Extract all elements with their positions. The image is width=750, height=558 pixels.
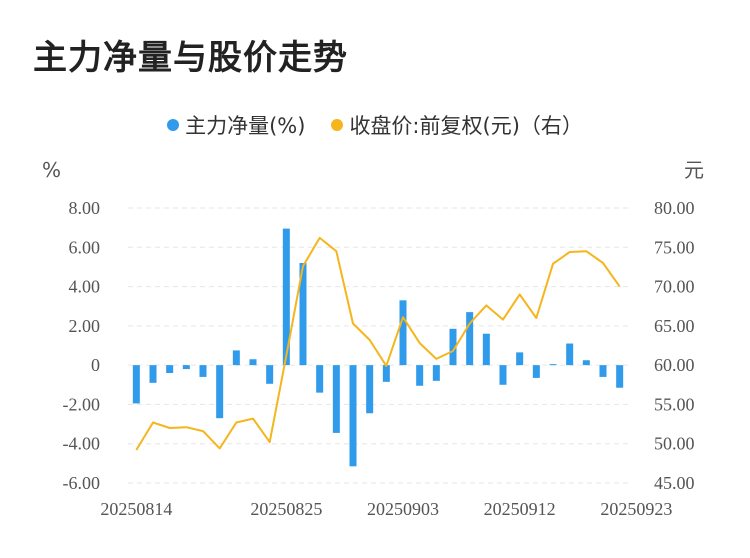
legend-item-close-price[interactable]: 收盘价:前复权(元)（右） <box>331 110 583 140</box>
net-volume-bar <box>216 365 224 419</box>
net-volume-bar <box>149 365 157 383</box>
line-series-marker-icon <box>331 119 344 131</box>
net-volume-bar <box>166 365 174 373</box>
right-tick-label: 45.00 <box>654 473 695 493</box>
left-tick-label: 6.00 <box>69 237 101 257</box>
net-volume-bar <box>532 365 540 378</box>
net-volume-bar <box>199 365 207 377</box>
net-volume-bar <box>132 365 140 404</box>
right-tick-label: 75.00 <box>654 237 695 257</box>
net-volume-bar <box>616 365 624 388</box>
net-volume-bar <box>399 300 407 366</box>
x-tick-label: 20250923 <box>600 499 672 519</box>
net-volume-bar <box>599 365 607 377</box>
right-axis-unit: 元 <box>684 158 704 182</box>
left-tick-label: 0 <box>91 355 100 375</box>
right-tick-label: 80.00 <box>654 198 695 218</box>
left-axis-unit: % <box>42 158 61 182</box>
x-tick-label: 20250912 <box>484 499 556 519</box>
net-volume-bar <box>416 365 424 386</box>
bar-series-marker-icon <box>167 119 180 131</box>
net-volume-bar <box>282 228 290 366</box>
net-volume-bar <box>466 312 474 366</box>
net-volume-bar <box>382 365 390 382</box>
legend: 主力净量(%) 收盘价:前复权(元)（右） <box>0 110 750 140</box>
net-volume-bar <box>182 365 190 370</box>
left-tick-label: -4.00 <box>63 434 101 454</box>
net-volume-bar <box>482 333 490 366</box>
net-volume-bar <box>366 365 374 414</box>
net-volume-bar <box>449 328 457 366</box>
legend-label-close-price: 收盘价:前复权(元)（右） <box>349 114 583 138</box>
net-volume-bar <box>266 365 274 384</box>
x-tick-label: 20250825 <box>250 499 322 519</box>
x-tick-label: 20250903 <box>367 499 439 519</box>
chart-title: 主力净量与股价走势 <box>33 38 348 78</box>
legend-label-net-volume: 主力净量(%) <box>185 114 306 138</box>
left-tick-label: 2.00 <box>69 316 101 336</box>
right-tick-label: 55.00 <box>654 394 695 414</box>
right-tick-label: 65.00 <box>654 316 695 336</box>
close-price-line <box>135 236 621 451</box>
net-volume-bar <box>516 352 524 366</box>
net-volume-bar <box>566 343 574 366</box>
net-volume-bar <box>582 360 590 366</box>
legend-item-net-volume[interactable]: 主力净量(%) <box>167 110 305 140</box>
net-volume-bar <box>332 365 340 433</box>
right-tick-label: 70.00 <box>654 277 695 297</box>
net-volume-bar <box>249 359 257 366</box>
net-volume-bar <box>316 365 324 393</box>
net-volume-bar <box>549 364 557 366</box>
left-tick-label: -6.00 <box>63 473 101 493</box>
x-tick-label: 20250814 <box>100 499 172 519</box>
net-volume-bar <box>349 365 357 467</box>
net-volume-bar <box>232 350 240 366</box>
left-tick-label: -2.00 <box>63 394 101 414</box>
left-tick-label: 8.00 <box>69 198 101 218</box>
net-volume-bar <box>432 365 440 381</box>
net-volume-bar <box>299 263 307 366</box>
net-volume-bar <box>499 365 507 385</box>
right-tick-label: 50.00 <box>654 434 695 454</box>
left-tick-label: 4.00 <box>69 277 101 297</box>
right-tick-label: 60.00 <box>654 355 695 375</box>
